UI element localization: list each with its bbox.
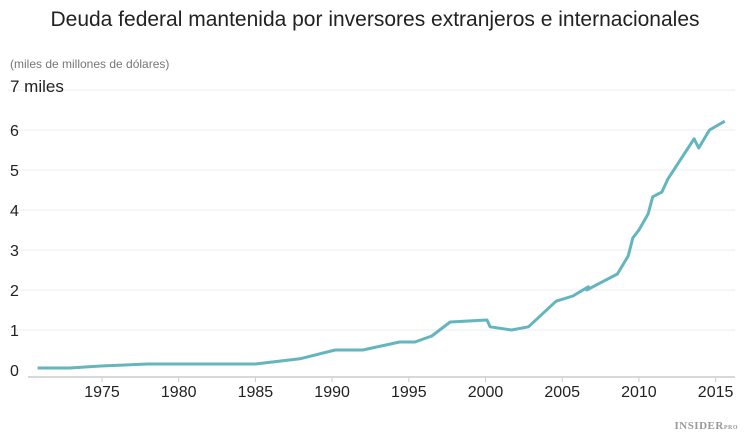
y-tick-label: 6 (10, 123, 19, 140)
logo-sup: PRO (723, 425, 738, 431)
x-tick-label: 1985 (238, 384, 274, 401)
y-tick-label: 4 (10, 203, 19, 220)
y-tick-label: 7 miles (10, 77, 64, 96)
y-tick-label: 2 (10, 283, 19, 300)
chart-title: Deuda federal mantenida por inversores e… (50, 8, 700, 31)
x-tick-label: 1975 (84, 384, 120, 401)
insider-pro-logo: INSIDERPRO (674, 420, 738, 432)
logo-main: INSIDER (674, 420, 724, 432)
series-line (37, 119, 726, 370)
y-tick-label: 5 (10, 163, 19, 180)
x-tick-label: 2005 (544, 384, 580, 401)
y-tick-label: 3 (10, 243, 19, 260)
x-tick-label: 1980 (161, 384, 197, 401)
x-tick-label: 1995 (391, 384, 427, 401)
chart-subtitle: (miles de millones de dólares) (10, 57, 170, 71)
x-tick-label: 2000 (468, 384, 504, 401)
x-tick-label: 2010 (621, 384, 657, 401)
x-tick-label: 2015 (698, 384, 734, 401)
y-tick-label: 1 (10, 323, 19, 340)
y-tick-label: 0 (10, 363, 19, 380)
x-tick-label: 1990 (314, 384, 350, 401)
